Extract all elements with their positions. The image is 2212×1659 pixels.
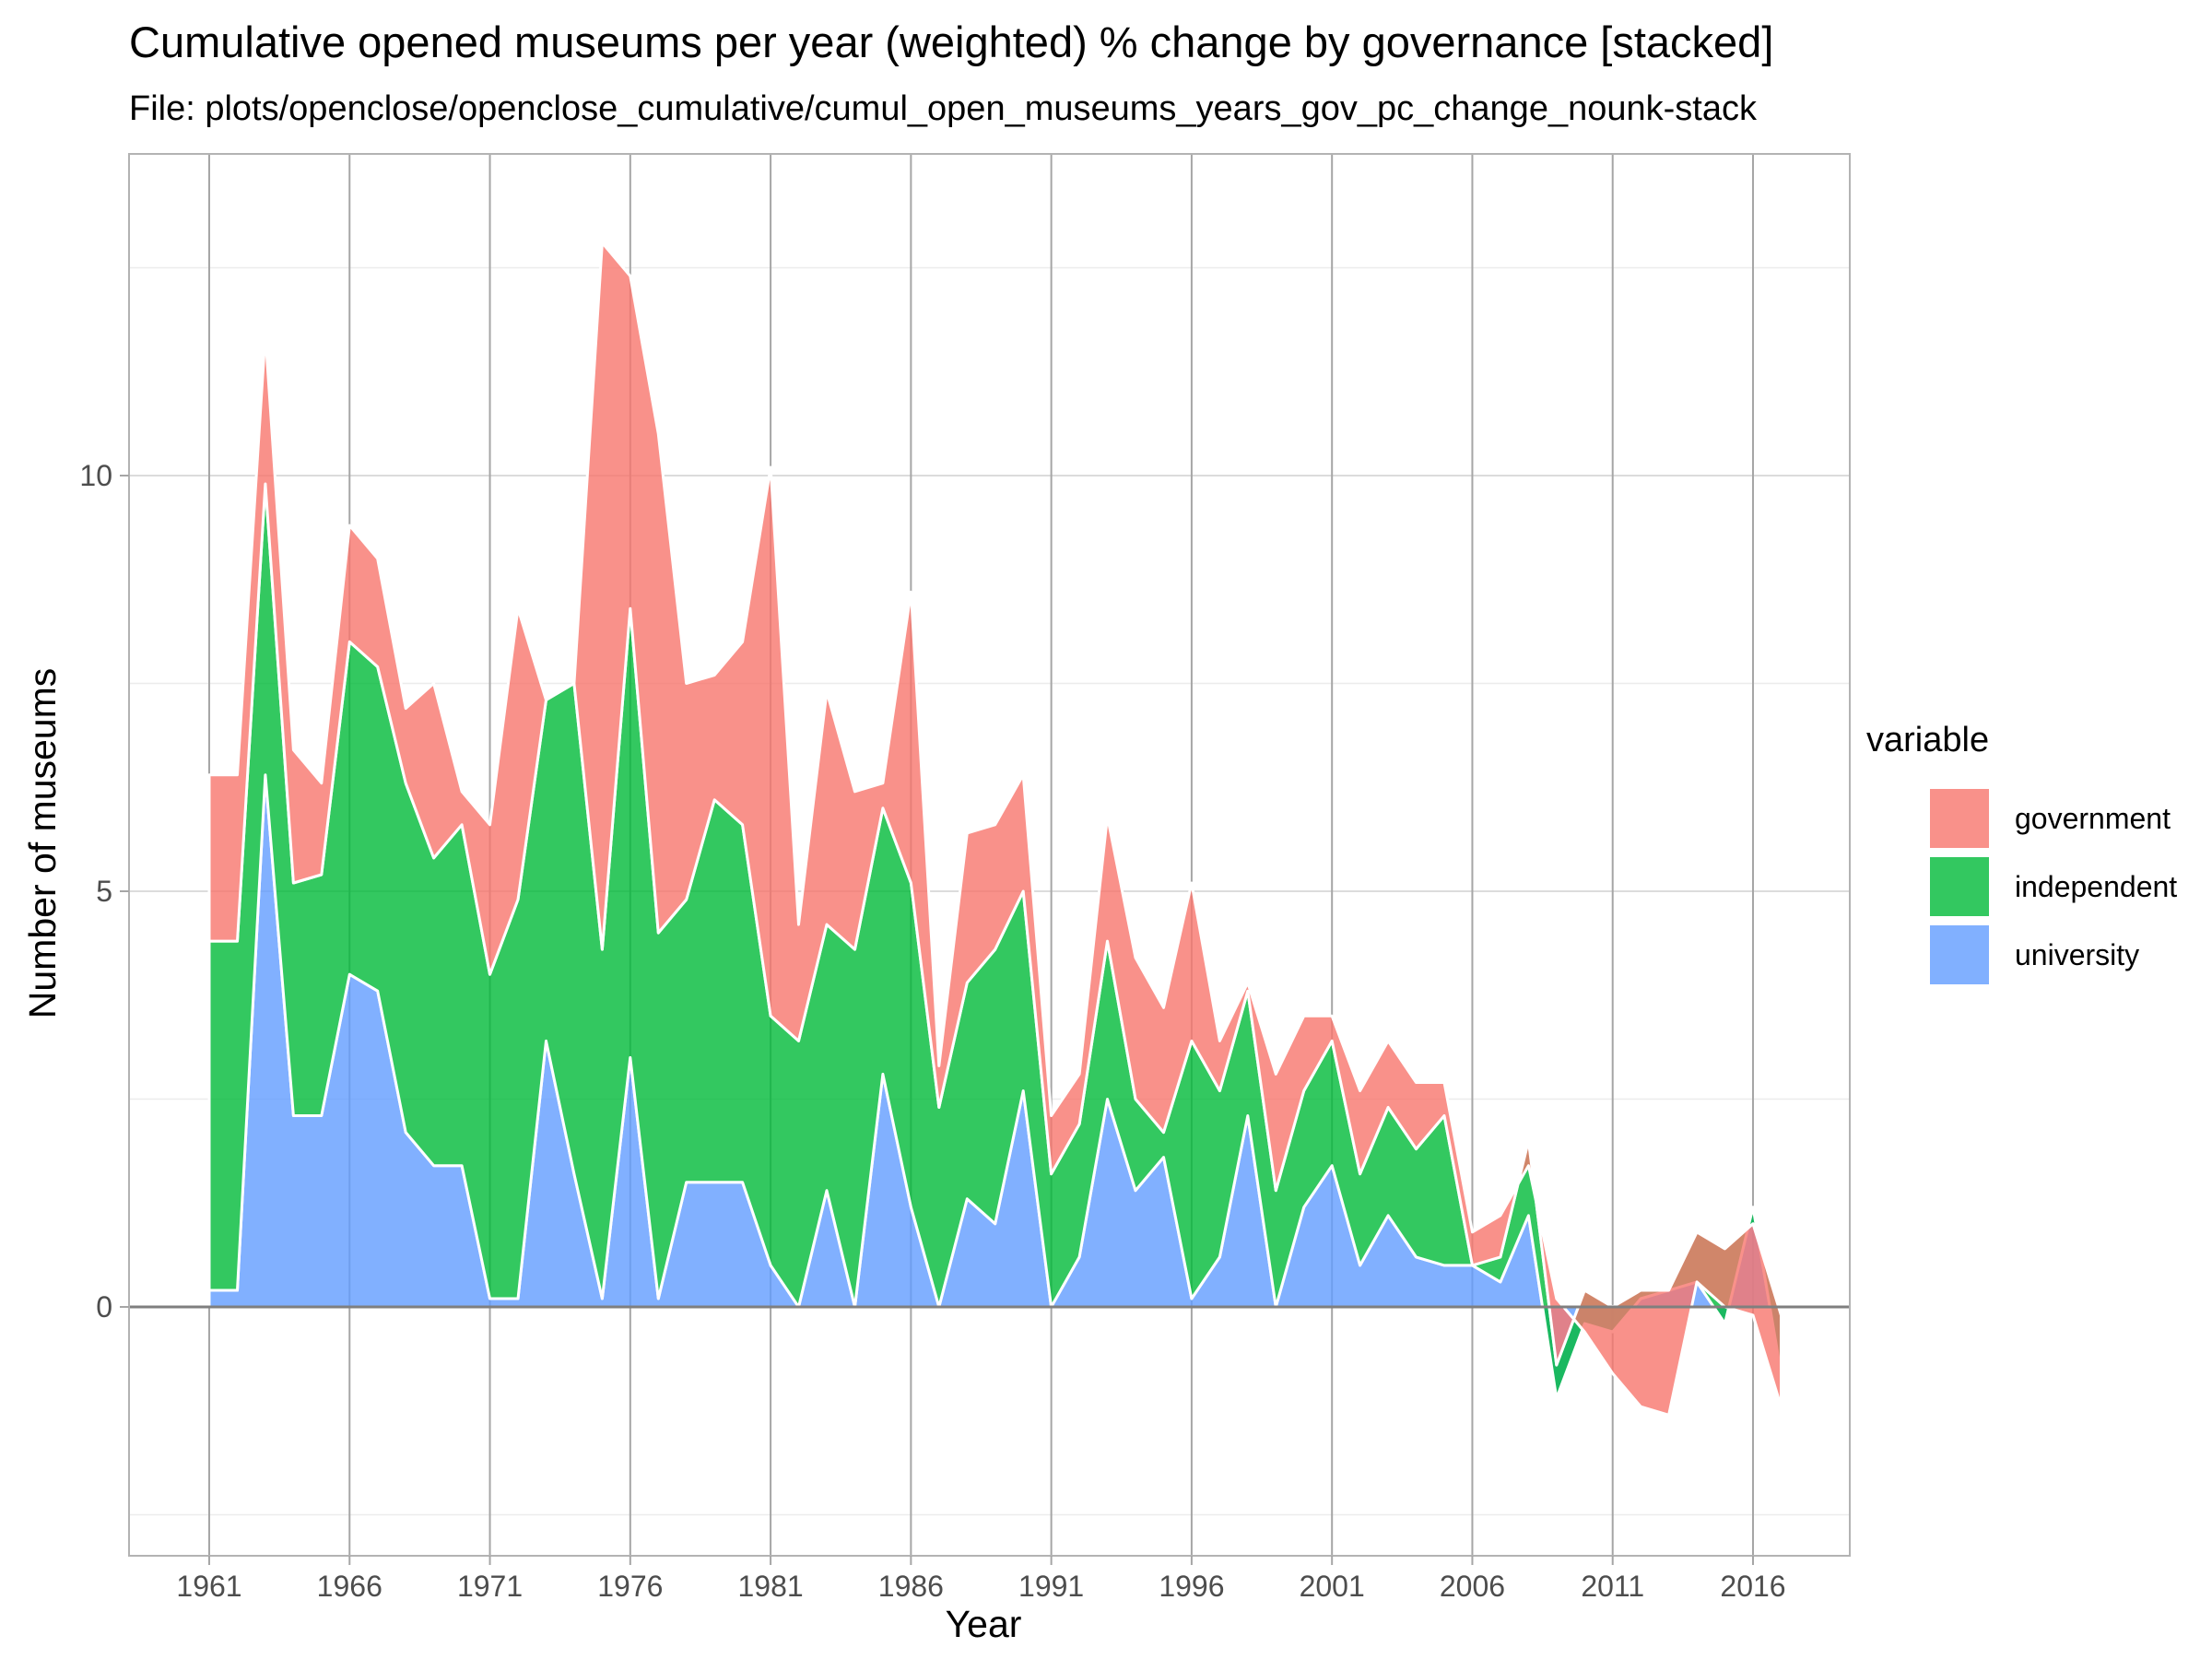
legend: variable government independent university	[1866, 721, 2177, 984]
legend-title: variable	[1866, 721, 1989, 759]
legend-key-government	[1930, 789, 1989, 848]
axis-ticks: 1961 1966 1971 1976 1981 1986 1991 1996 2001 2006…	[79, 459, 1785, 1603]
x-tick-label: 1971	[457, 1570, 523, 1603]
area-layers	[207, 241, 1783, 1417]
legend-label-government: government	[2015, 802, 2171, 835]
x-axis-title: Year	[946, 1603, 1022, 1645]
chart-title: Cumulative opened museums per year (weig…	[129, 18, 1773, 66]
chart-subtitle: File: plots/openclose/openclose_cumulati…	[129, 89, 1758, 128]
panel-border	[128, 153, 1851, 1557]
legend-key-independent	[1930, 857, 1989, 916]
government-area	[207, 241, 1783, 1417]
x-tick-label: 2011	[1581, 1570, 1644, 1603]
legend-label-independent: independent	[2015, 870, 2177, 903]
x-tick-label: 1961	[176, 1570, 241, 1603]
x-tick-label: 1966	[317, 1570, 382, 1603]
y-tick-label: 0	[96, 1290, 112, 1324]
x-tick-label: 2001	[1300, 1570, 1365, 1603]
x-tick-label: 2016	[1720, 1570, 1785, 1603]
x-tick-label: 1986	[878, 1570, 944, 1603]
legend-label-university: university	[2015, 938, 2139, 971]
y-tick-label: 10	[79, 459, 112, 492]
plot-panel	[128, 153, 1851, 1557]
x-tick-label: 1996	[1159, 1570, 1224, 1603]
y-axis-title: Number of museums	[21, 668, 64, 1019]
x-tick-label: 1991	[1018, 1570, 1084, 1603]
y-tick-label: 5	[96, 875, 112, 908]
x-tick-label: 2006	[1440, 1570, 1505, 1603]
legend-key-university	[1930, 925, 1989, 984]
x-tick-label: 1976	[597, 1570, 663, 1603]
x-tick-label: 1981	[737, 1570, 803, 1603]
